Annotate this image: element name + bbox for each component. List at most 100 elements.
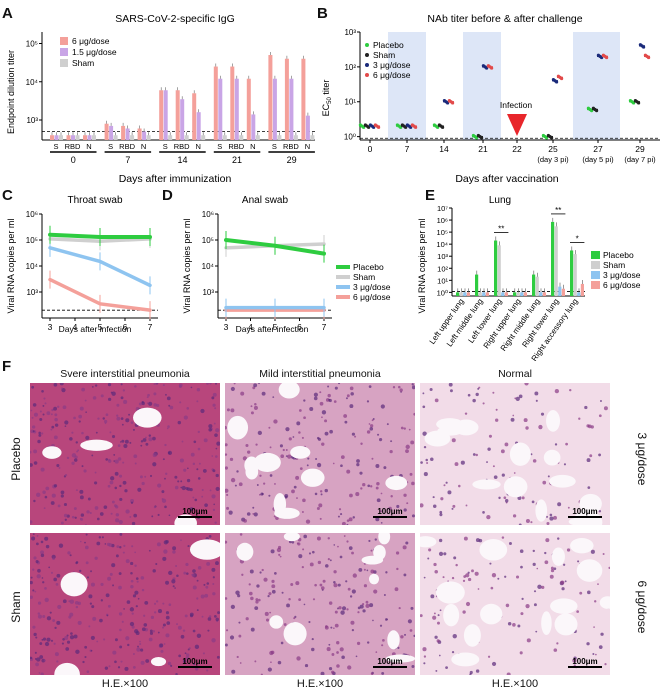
d-legend-label: 6 μg/dose [353, 292, 391, 302]
histology-nucleus [161, 626, 165, 629]
histology-nucleus [273, 419, 278, 424]
histology-nucleus [81, 465, 84, 468]
histology-nucleus [149, 474, 153, 478]
histology-nucleus [374, 538, 377, 541]
histology-nucleus [32, 589, 35, 592]
histology-nucleus [87, 497, 91, 501]
histology-nucleus [163, 643, 166, 645]
a-subcat-label: RBD [283, 142, 299, 151]
histology-nucleus [196, 597, 199, 600]
histology-nucleus [377, 433, 380, 436]
b-xtick-sublabel: (day 7 pi) [624, 155, 656, 164]
panel-letter-b: B [317, 5, 328, 22]
histology-nucleus [182, 629, 186, 632]
histology-nucleus [598, 645, 603, 649]
histology-nucleus [80, 517, 84, 521]
histology-nucleus [240, 391, 245, 396]
histology-nucleus [119, 497, 123, 502]
b-xtick-label: 0 [368, 144, 373, 154]
histology-nucleus [186, 653, 190, 657]
histology-alveolus [554, 613, 578, 636]
histology-nucleus [61, 387, 63, 390]
histology-nucleus [30, 656, 33, 660]
histology-nucleus [334, 386, 338, 390]
histology-nucleus [110, 476, 115, 481]
histology-nucleus [85, 533, 88, 536]
histology-nucleus [162, 458, 165, 461]
histology-nucleus [261, 391, 266, 396]
histology-nucleus [144, 600, 149, 605]
histology-nucleus [70, 632, 73, 635]
histology-nucleus [434, 635, 438, 639]
histology-nucleus [325, 398, 330, 402]
histology-nucleus [208, 534, 212, 538]
histology-nucleus [544, 551, 547, 555]
histology-nucleus [196, 387, 201, 392]
xtick-label: 4 [73, 322, 78, 332]
e-bar [535, 276, 539, 296]
histology-nucleus [54, 626, 57, 629]
histology-nucleus [132, 594, 137, 598]
histology-nucleus [88, 625, 91, 628]
histology-nucleus [554, 388, 560, 394]
histology-nucleus [198, 462, 201, 465]
histology-nucleus [268, 494, 271, 497]
e-bar [497, 245, 501, 296]
histology-nucleus [370, 672, 374, 675]
histology-nucleus [111, 563, 116, 568]
histology-nucleus [140, 444, 143, 447]
histology-nucleus [577, 560, 580, 563]
histology-nucleus [604, 663, 607, 666]
histology-nucleus [386, 423, 389, 426]
histology-nucleus [422, 647, 427, 652]
histology-nucleus [515, 575, 520, 579]
histology-nucleus [215, 473, 219, 478]
histology-nucleus [369, 603, 374, 608]
histology-nucleus [48, 566, 51, 569]
histology-nucleus [192, 462, 196, 466]
histology-nucleus [216, 655, 220, 659]
histology-nucleus [206, 669, 209, 672]
histology-nucleus [90, 570, 93, 573]
histology-nucleus [329, 429, 333, 434]
histology-nucleus [124, 439, 129, 444]
histology-nucleus [298, 598, 302, 602]
chart-b-xlabel: Days after vaccination [455, 173, 558, 185]
histology-nucleus [206, 383, 209, 385]
histology-nucleus [212, 583, 215, 585]
histology-nucleus [493, 475, 498, 480]
histology-nucleus [54, 652, 59, 657]
histology-nucleus [200, 408, 205, 414]
histology-nucleus [168, 570, 173, 576]
histology-nucleus [50, 639, 54, 642]
histology-nucleus [312, 598, 316, 601]
a-bar [109, 125, 114, 140]
histology-nucleus [603, 406, 608, 411]
histology-nucleus [383, 466, 387, 470]
histology-nucleus [40, 553, 45, 558]
histology-nucleus [123, 399, 128, 405]
histology-nucleus [55, 582, 59, 586]
histology-nucleus [432, 496, 435, 499]
histology-nucleus [247, 450, 251, 454]
histology-nucleus [151, 515, 154, 518]
histology-nucleus [37, 568, 41, 573]
histology-nucleus [579, 591, 583, 595]
histology-nucleus [318, 503, 323, 508]
histology-nucleus [212, 576, 215, 579]
histology-nucleus [337, 583, 341, 587]
histology-nucleus [69, 554, 72, 557]
histology-nucleus [505, 603, 510, 608]
histology-alveolus [133, 407, 162, 428]
histology-nucleus [358, 568, 363, 572]
histology-nucleus [336, 651, 339, 654]
histology-nucleus [214, 433, 218, 437]
histology-nucleus [165, 633, 170, 638]
histology-nucleus [362, 603, 365, 606]
histology-nucleus [88, 594, 93, 599]
a-subcat-label: N [86, 142, 91, 151]
histology-nucleus [517, 495, 522, 500]
histology-nucleus [390, 495, 393, 498]
histology-nucleus [118, 519, 123, 525]
histology-nucleus [214, 615, 217, 618]
